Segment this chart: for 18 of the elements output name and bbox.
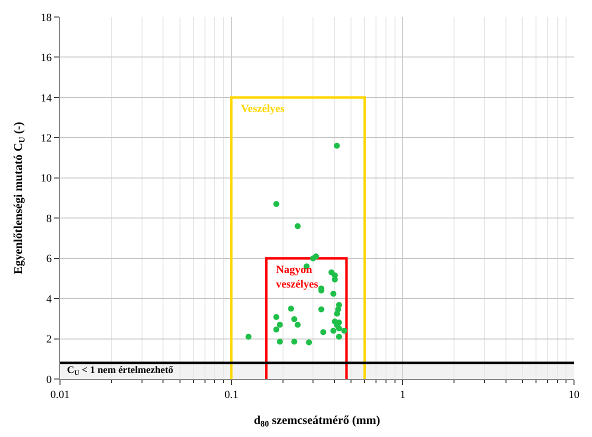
x-tick-label: 10	[568, 389, 580, 402]
band-label: C$_{U}$ < 1 nem értelmezhető	[67, 365, 174, 378]
x-tick-label: 0.1	[224, 389, 238, 402]
y-tick-label: 2	[46, 334, 52, 346]
x-tick-label: 0.01	[50, 389, 70, 402]
y-tick-label: 18	[40, 12, 52, 24]
series-label: Nagyon veszélyes	[276, 264, 319, 290]
y-tick-label: 16	[40, 52, 52, 64]
x-axis-title: d$_{80}$ szemcseátmérő (mm)	[254, 413, 380, 429]
series-label: Veszélyes	[241, 103, 286, 115]
x-tick-label: 1	[400, 389, 406, 402]
y-tick-label: 12	[40, 132, 52, 145]
y-tick-label: 0	[46, 374, 52, 386]
y-tick-label: 8	[46, 212, 52, 225]
y-tick-label: 10	[40, 172, 52, 185]
y-tick-label: 4	[46, 293, 52, 306]
y-tick-label: 6	[46, 253, 52, 266]
y-tick-label: 14	[40, 92, 52, 104]
